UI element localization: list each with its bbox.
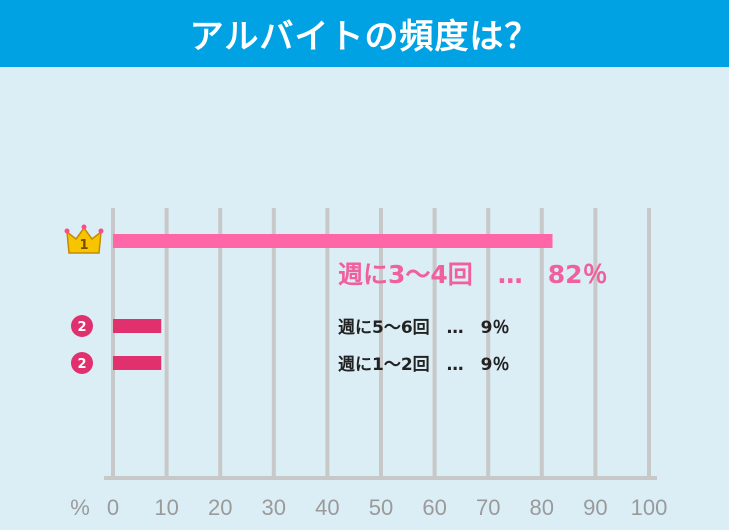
rank-label: 1 (79, 238, 88, 253)
x-tick-label: 40 (315, 495, 339, 520)
data-label: 週に3～4回 … 82％ (338, 260, 608, 289)
rank-badge (71, 352, 93, 374)
rank-badge (71, 315, 93, 337)
bar-1 (113, 234, 553, 248)
crown-jewel (81, 224, 87, 230)
x-tick-label: 90 (583, 495, 607, 520)
bar-3 (113, 356, 162, 370)
rank-label: 2 (77, 357, 86, 372)
header-banner: アルバイトの頻度は？ (0, 0, 729, 67)
rank-label: 2 (77, 320, 86, 335)
data-label: 週に5～6回 … 9％ (338, 318, 510, 338)
x-tick-label: 60 (422, 495, 446, 520)
x-tick-label: 70 (476, 495, 500, 520)
x-tick-label: 10 (154, 495, 178, 520)
x-tick-label: 80 (530, 495, 554, 520)
x-axis-unit: % (70, 495, 90, 520)
crown-jewel (98, 228, 104, 234)
crown-jewel (64, 228, 70, 234)
x-tick-label: 20 (208, 495, 232, 520)
page-title: アルバイトの頻度は？ (189, 17, 540, 57)
x-tick-label: 30 (262, 495, 286, 520)
x-tick-label: 100 (631, 495, 668, 520)
x-tick-label: 50 (369, 495, 393, 520)
bar-2 (113, 319, 162, 333)
crown-icon (66, 226, 102, 254)
data-label: 週に1～2回 … 9％ (338, 355, 510, 375)
x-tick-label: 0 (107, 495, 119, 520)
